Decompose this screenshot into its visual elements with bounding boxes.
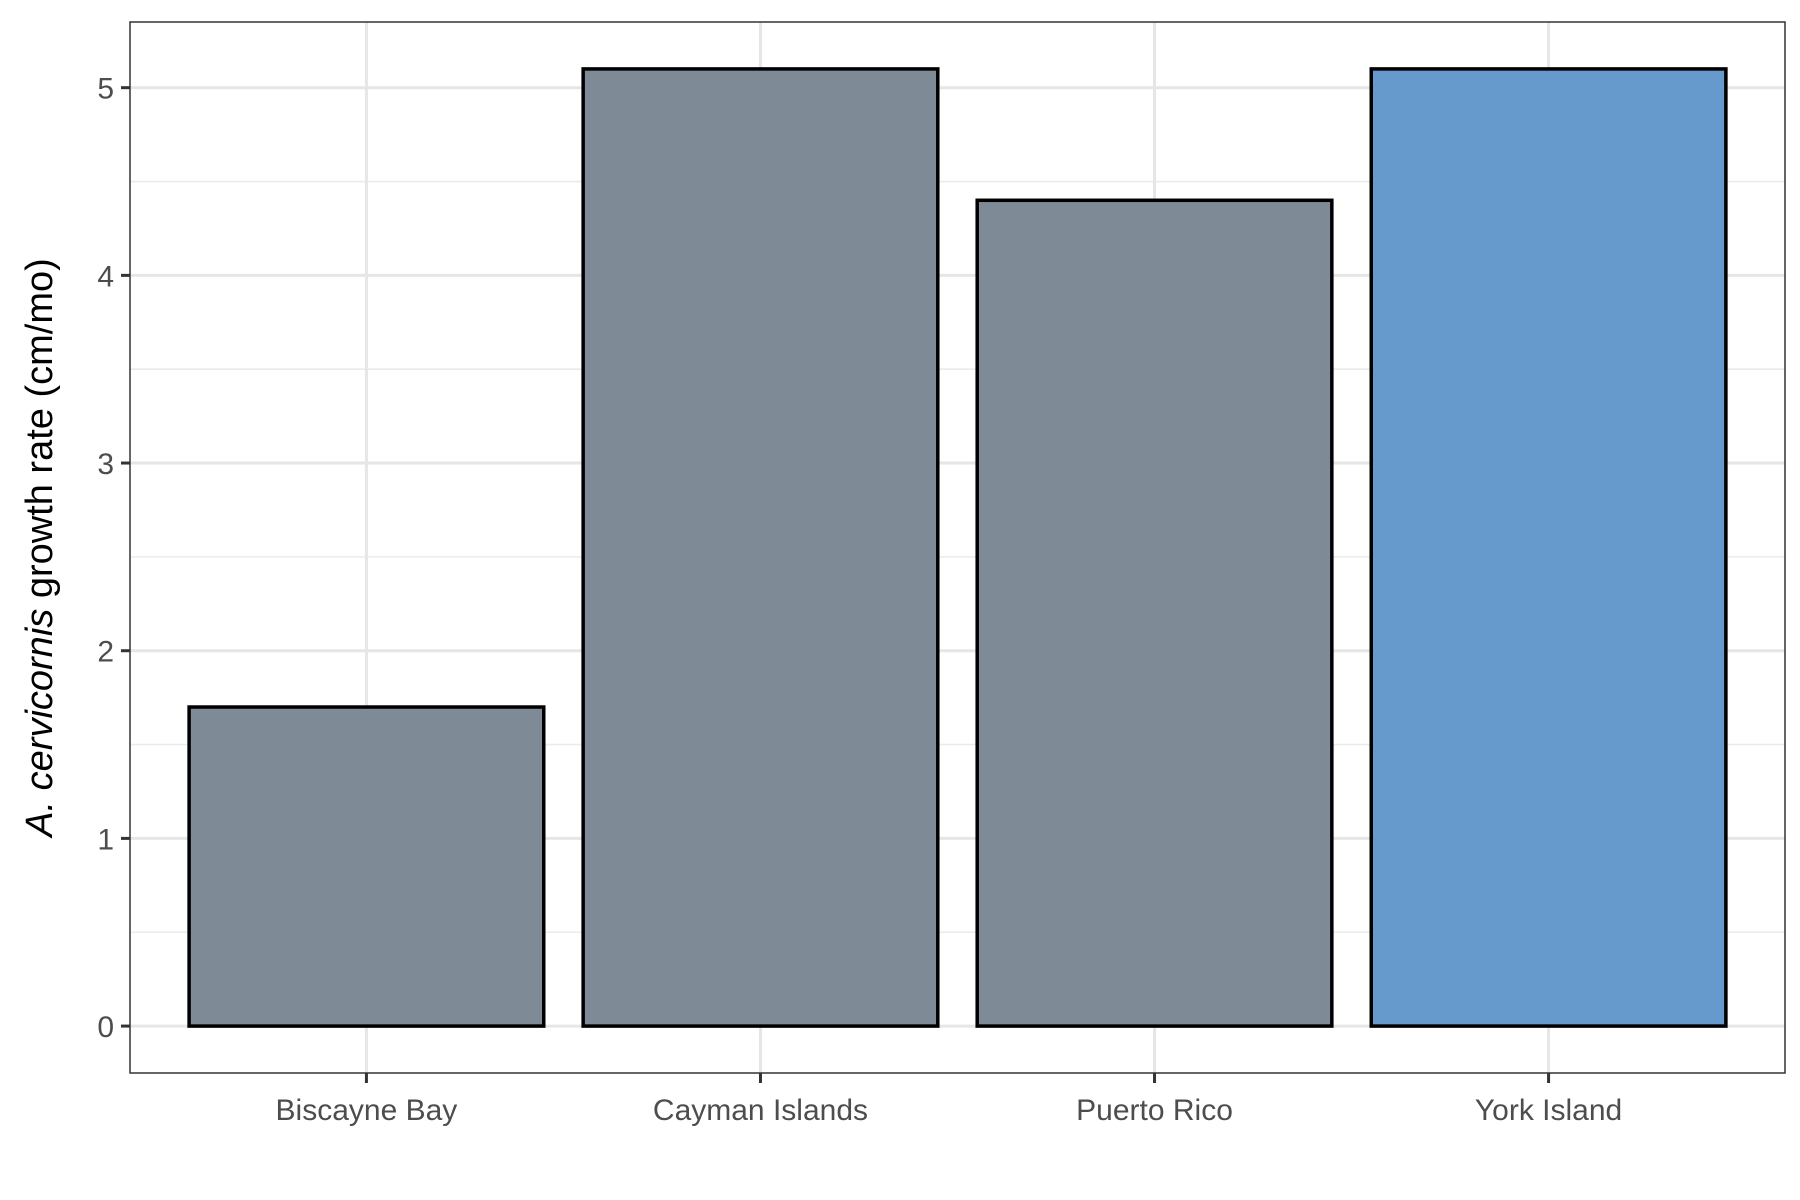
y-tick-label: 3 <box>97 448 114 481</box>
axes: 0 1 2 3 4 5 Biscayne Bay Cayman Islands Puerto R… <box>97 73 1622 1127</box>
y-axis-title: A. cervicornis growth rate (cm/mo) <box>19 258 61 839</box>
y-tick-label: 2 <box>97 636 114 669</box>
x-tick-label: Cayman Islands <box>653 1094 868 1127</box>
y-tick-label: 4 <box>97 260 114 293</box>
panel-border <box>129 21 1786 1074</box>
bars <box>187 67 1728 1028</box>
x-tick-label: York Island <box>1475 1094 1622 1127</box>
y-tick-label: 5 <box>97 73 114 106</box>
x-tick-label: Puerto Rico <box>1076 1094 1233 1127</box>
bar-biscayne-bay <box>187 705 546 1028</box>
bar-cayman-islands <box>581 67 940 1028</box>
bar-york-island <box>1369 67 1728 1028</box>
y-tick-label: 0 <box>97 1011 114 1044</box>
x-tick-label: Biscayne Bay <box>276 1094 458 1127</box>
y-axis-title-rest: growth rate (cm/mo) <box>19 258 61 609</box>
y-axis-title-italic: A. cervicornis <box>19 609 61 839</box>
y-tick-label: 1 <box>97 823 114 856</box>
bar-puerto-rico <box>975 198 1334 1028</box>
